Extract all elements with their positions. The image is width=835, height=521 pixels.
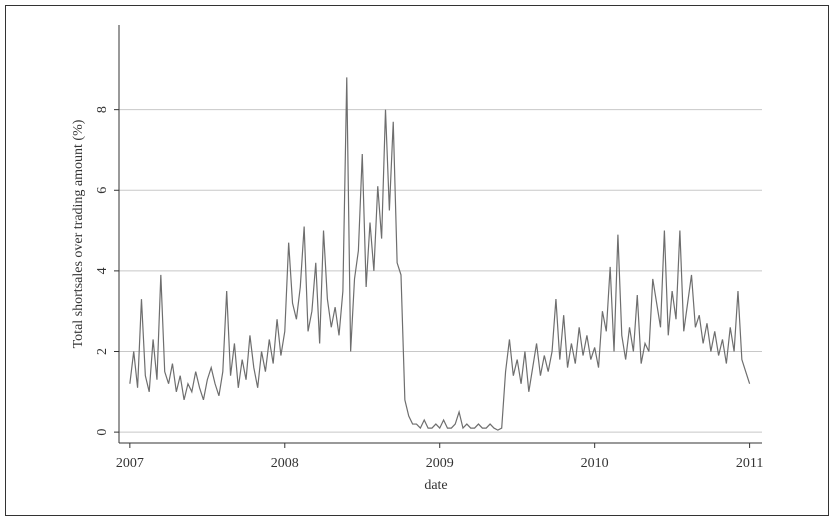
x-tick-label: 2008	[271, 456, 299, 471]
y-tick-label: 6	[95, 187, 110, 194]
y-tick-label: 4	[95, 267, 110, 274]
x-tick-label: 2011	[736, 456, 763, 471]
x-tick-label: 2009	[426, 456, 454, 471]
data-line	[129, 77, 751, 431]
x-tick-label: 2010	[581, 456, 609, 471]
x-axis-label: date	[424, 478, 447, 493]
frame	[5, 5, 829, 516]
y-tick-label: 0	[95, 429, 110, 436]
y-tick-label: 8	[95, 106, 110, 113]
y-axis-label: Total shortsales over trading amount (%)	[71, 119, 86, 348]
x-tick-label: 2007	[116, 456, 144, 471]
y-tick-label: 2	[95, 348, 110, 355]
